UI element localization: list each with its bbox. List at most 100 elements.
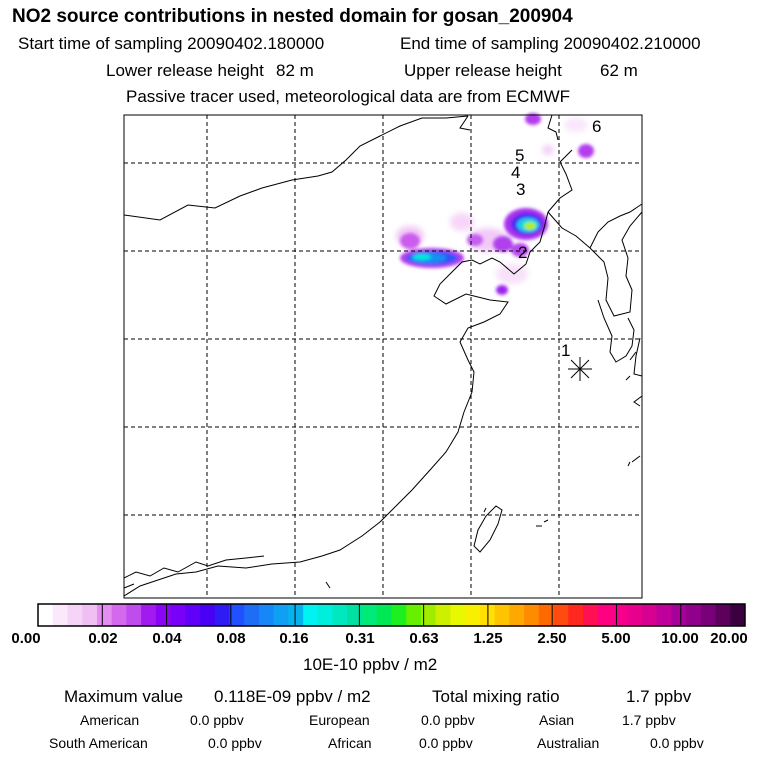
trajectory-label-4: 4 [511, 163, 520, 182]
contribution-value-asian: 1.7 ppbv [622, 712, 676, 728]
total-mixing-value: 1.7 ppbv [626, 687, 692, 706]
colorbar-cell [465, 604, 481, 626]
colorbar-cell [450, 604, 466, 626]
colorbar-cell [52, 604, 68, 626]
contribution-label-australian: Australian [537, 735, 600, 751]
colorbar-tick: 2.50 [537, 630, 567, 647]
colorbar-cell [244, 604, 260, 626]
lower-release-value: 82 m [276, 61, 314, 80]
colorbar-cell [686, 604, 702, 626]
colorbar-cell [524, 604, 540, 626]
colorbar-tick: 0.16 [279, 630, 309, 647]
upper-release-label: Upper release height [404, 61, 562, 80]
colorbar-cell [288, 604, 304, 626]
colorbar-tick: 5.00 [601, 630, 631, 647]
colorbar-cell [170, 604, 186, 626]
contribution-label-south-american: South American [49, 735, 148, 751]
trajectory-label-5: 5 [515, 146, 524, 165]
colorbar-tick: 0.63 [409, 630, 439, 647]
colorbar-cell [229, 604, 245, 626]
colorbar-cell [96, 604, 113, 626]
colorbar-cell [641, 604, 658, 626]
colorbar-cell [82, 604, 98, 626]
colorbar-tick: 0.31 [345, 630, 375, 647]
start-time-label: Start time of sampling 20090402.180000 [18, 34, 325, 53]
colorbar-cell [273, 604, 289, 626]
colorbar-cell [671, 604, 687, 626]
colorbar-tick: 0.02 [88, 630, 118, 647]
colorbar-tick: 20.00 [710, 630, 748, 647]
total-mixing-label: Total mixing ratio [432, 687, 560, 706]
contribution-label-american: American [80, 712, 140, 728]
colorbar [37, 603, 746, 627]
colorbar-cell [141, 604, 157, 626]
colorbar-cell [494, 604, 510, 626]
graticule [124, 115, 642, 598]
colorbar-cell [38, 604, 54, 626]
colorbar-cell [317, 604, 333, 626]
colorbar-cell [627, 604, 643, 626]
concentration-field [396, 113, 594, 295]
colorbar-cell [214, 604, 230, 626]
trajectory-label-6: 6 [592, 117, 601, 136]
colorbar-cell [406, 604, 422, 626]
colorbar-cell [612, 604, 628, 626]
contribution-value-african: 0.0 ppbv [419, 735, 473, 751]
contribution-label-european: European [309, 712, 370, 728]
colorbar-cell [126, 604, 142, 626]
colorbar-cell [730, 604, 746, 626]
map-frame [123, 114, 643, 599]
coastline [123, 114, 643, 597]
colorbar-cell [303, 604, 319, 626]
colorbar-cell [715, 604, 731, 626]
colorbar-cell [656, 604, 672, 626]
colorbar-cell [509, 604, 525, 626]
colorbar-cell [582, 604, 599, 626]
contribution-value-south-american: 0.0 ppbv [208, 735, 262, 751]
trajectory-label-1: 1 [561, 341, 570, 360]
colorbar-cell [155, 604, 171, 626]
contribution-value-australian: 0.0 ppbv [650, 735, 704, 751]
contribution-value-european: 0.0 ppbv [421, 712, 475, 728]
tracer-note: Passive tracer used, meteorological data… [126, 87, 571, 106]
colorbar-tick: 0.08 [216, 630, 246, 647]
contribution-label-asian: Asian [539, 712, 575, 728]
colorbar-cell [111, 604, 127, 626]
lower-release-label: Lower release height [106, 61, 264, 80]
colorbar-tick: 0.00 [11, 630, 41, 647]
upper-release-value: 62 m [600, 61, 638, 80]
colorbar-cell [553, 604, 569, 626]
colorbar-cell [568, 604, 584, 626]
colorbar-cell [391, 604, 407, 626]
colorbar-tick: 1.25 [473, 630, 503, 647]
colorbar-unit: 10E-10 ppbv / m2 [303, 655, 438, 674]
end-time-label: End time of sampling 20090402.210000 [400, 34, 701, 53]
trajectory-labels: 1 2 3 4 5 6 [511, 117, 601, 360]
colorbar-cell [200, 604, 216, 626]
contribution-value-american: 0.0 ppbv [190, 712, 244, 728]
colorbar-cell [332, 604, 348, 626]
colorbar-tick: 10.00 [661, 630, 699, 647]
colorbar-cell [185, 604, 201, 626]
colorbar-cell [435, 604, 451, 626]
colorbar-cell [362, 604, 378, 626]
trajectory-label-2: 2 [518, 243, 527, 262]
colorbar-cell [258, 604, 275, 626]
colorbar-cell [420, 604, 437, 626]
colorbar-cell [67, 604, 83, 626]
max-value: 0.118E-09 ppbv / m2 [214, 687, 371, 706]
station-marker [568, 357, 592, 381]
trajectory-label-3: 3 [516, 180, 525, 199]
max-value-label: Maximum value [64, 687, 184, 706]
colorbar-cell [597, 604, 613, 626]
contribution-label-african: African [328, 735, 372, 751]
colorbar-tick: 0.04 [152, 630, 182, 647]
colorbar-cell [376, 604, 392, 626]
colorbar-cell [700, 604, 716, 626]
colorbar-cell [347, 604, 363, 626]
colorbar-frame [37, 603, 746, 627]
chart-title: NO2 source contributions in nested domai… [12, 6, 573, 27]
colorbar-cell [538, 604, 554, 626]
